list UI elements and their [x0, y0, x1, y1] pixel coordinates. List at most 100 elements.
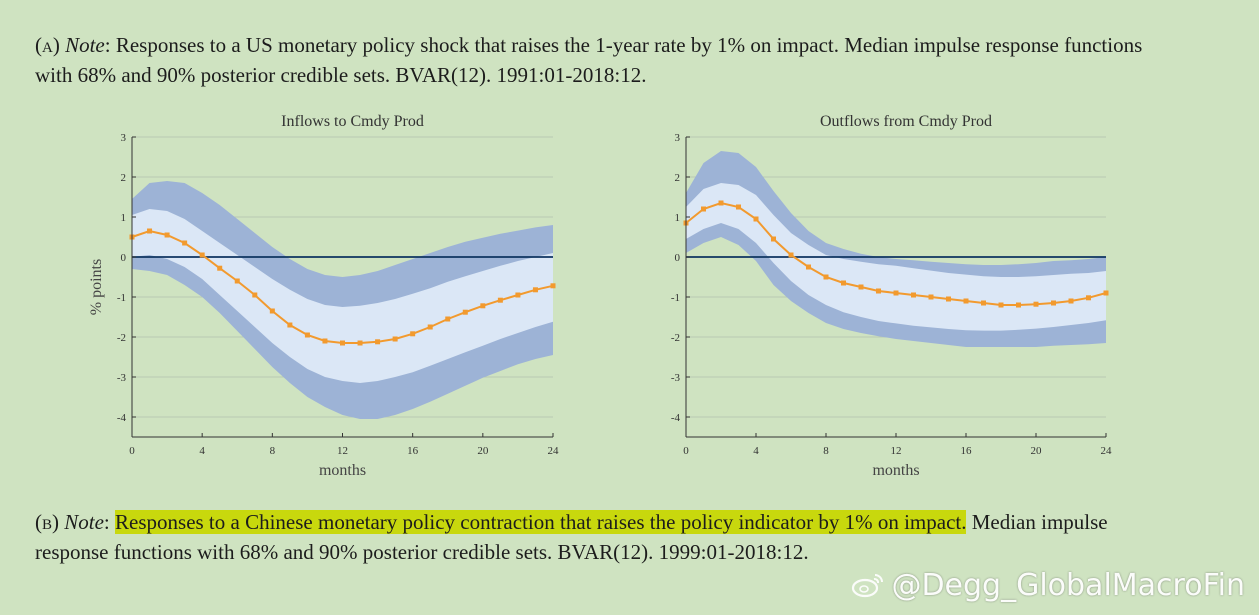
caption-a: (a) Note: Responses to a US monetary pol…: [35, 30, 1165, 90]
median-point: [182, 240, 188, 246]
median-point: [269, 308, 275, 314]
median-point: [234, 278, 240, 284]
median-point: [806, 264, 811, 270]
y-tick-label: -1: [671, 292, 680, 304]
median-point: [340, 340, 345, 346]
band-68: [132, 209, 553, 383]
median-point: [357, 340, 363, 346]
x-tick-label: 0: [683, 445, 689, 457]
median-point: [718, 200, 724, 206]
median-point: [410, 331, 416, 337]
median-point: [550, 283, 556, 289]
median-point: [427, 324, 433, 330]
median-point: [164, 232, 170, 238]
x-tick-label: 8: [270, 445, 276, 457]
y-tick-label: -4: [671, 412, 681, 424]
x-tick-label: 16: [407, 445, 419, 457]
x-axis-label: months: [319, 462, 366, 479]
y-axis-label: % points: [88, 259, 105, 315]
x-tick-label: 16: [961, 445, 973, 457]
median-point: [304, 332, 310, 338]
x-tick-label: 20: [477, 445, 489, 457]
caption-b-highlight: Responses to a Chinese monetary policy c…: [115, 510, 967, 534]
median-point: [392, 336, 398, 342]
caption-a-note: Note: [65, 33, 105, 57]
y-tick-label: 3: [121, 132, 127, 144]
chart-panel-1: 3 2 1 0 -1 -2 -3 -4 0 4 8 12 16 20 24 Inflows to Cmdy P…: [88, 113, 559, 479]
median-point: [963, 298, 969, 304]
median-point: [946, 296, 951, 302]
x-tick-label: 20: [1031, 445, 1043, 457]
x-tick-label: 0: [129, 445, 135, 457]
median-point: [199, 252, 205, 258]
median-point: [497, 297, 503, 303]
median-point: [858, 284, 864, 290]
median-point: [911, 292, 916, 298]
median-point: [445, 316, 451, 322]
median-point: [876, 288, 881, 294]
median-point: [701, 206, 706, 212]
median-point: [1051, 300, 1056, 306]
x-tick-label: 24: [548, 445, 560, 457]
y-tick-label: 0: [675, 252, 681, 264]
median-point: [1068, 298, 1074, 304]
caption-a-text: : Responses to a US monetary policy shoc…: [35, 33, 1143, 87]
x-tick-label: 12: [891, 445, 902, 457]
median-point: [998, 302, 1004, 308]
caption-b-text: Median impulse response functions with 6…: [35, 510, 1108, 564]
median-point: [1033, 301, 1039, 307]
chart-title: Inflows to Cmdy Prod: [281, 113, 424, 130]
median-point: [788, 252, 794, 258]
watermark-handle: @Degg_GlobalMacroFin: [891, 568, 1245, 603]
x-axis-label: months: [872, 462, 919, 479]
median-point: [736, 204, 741, 210]
y-tick-label: 1: [121, 212, 127, 224]
median-point: [515, 292, 521, 298]
median-point: [1086, 295, 1091, 301]
median-point: [217, 265, 223, 271]
x-tick-label: 4: [753, 445, 759, 457]
median-point: [928, 294, 934, 300]
x-tick-label: 8: [823, 445, 829, 457]
x-tick-label: 12: [337, 445, 348, 457]
median-point: [252, 292, 258, 298]
median-point: [147, 228, 153, 234]
median-point: [893, 290, 899, 296]
median-point: [1016, 302, 1021, 308]
x-tick-label: 24: [1101, 445, 1113, 457]
y-tick-label: 2: [121, 172, 127, 184]
median-point: [1103, 290, 1109, 296]
caption-b-label: (b): [35, 510, 59, 534]
y-tick-label: -2: [671, 332, 680, 344]
y-tick-label: 0: [121, 252, 127, 264]
y-tick-label: 1: [675, 212, 681, 224]
median-point: [841, 280, 846, 286]
caption-b-note: Note: [64, 510, 104, 534]
y-tick-label: 2: [675, 172, 681, 184]
band-90: [132, 181, 553, 419]
y-tick-label: -2: [117, 332, 126, 344]
y-tick-label: -3: [671, 372, 681, 384]
median-point: [287, 322, 293, 328]
caption-a-label: (a): [35, 33, 60, 57]
weibo-watermark: @Degg_GlobalMacroFin: [851, 568, 1245, 603]
median-point: [823, 274, 829, 280]
median-point: [462, 309, 468, 315]
median-point: [480, 303, 486, 309]
chart-panel-2: 3 2 1 0 -1 -2 -3 -4 0 4 8 12 16 20 24 Outflows from Cmd…: [671, 113, 1112, 479]
band-68: [686, 183, 1106, 331]
chart-title: Outflows from Cmdy Prod: [820, 113, 992, 130]
y-tick-label: 3: [675, 132, 681, 144]
median-point: [753, 216, 759, 222]
median-point: [771, 236, 776, 242]
caption-b: (b) Note: Responses to a Chinese monetar…: [35, 510, 1108, 564]
y-tick-label: -1: [117, 292, 126, 304]
median-point: [322, 338, 328, 344]
median-point: [981, 300, 986, 306]
y-tick-label: -4: [117, 412, 127, 424]
y-tick-label: -3: [117, 372, 127, 384]
weibo-icon: [852, 574, 884, 598]
median-point: [532, 287, 538, 293]
median-point: [375, 339, 381, 345]
